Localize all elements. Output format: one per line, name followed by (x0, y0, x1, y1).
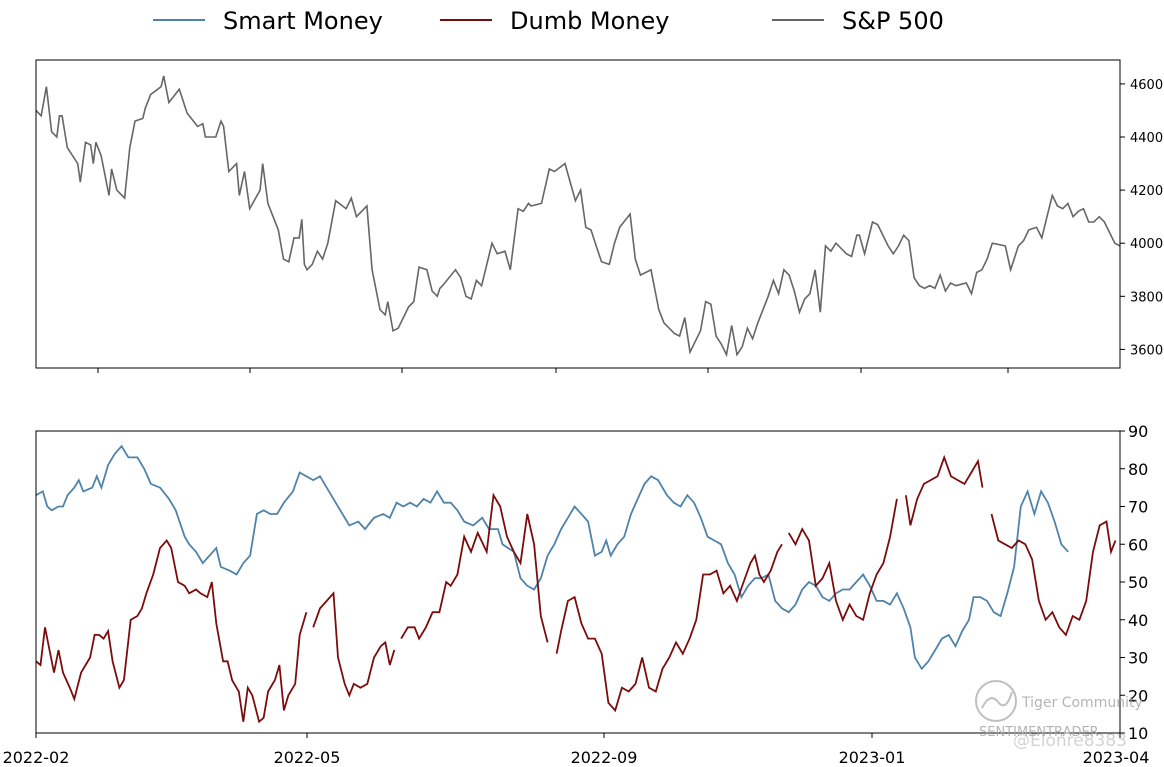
watermark-brand: SENTIMENTRADER (979, 725, 1099, 740)
sp500-series-line (35, 75, 1121, 358)
legend: Smart Money Dumb Money S&P 500 (153, 7, 944, 35)
bottom-y-tick-label: 20 (1128, 686, 1148, 705)
x-tick-label: 2022-09 (571, 748, 638, 767)
bottom-y-tick-label: 50 (1128, 573, 1148, 592)
dumb-money-series-line (400, 492, 549, 643)
dumb-money-series-line (990, 513, 1117, 637)
dumb-money-series-line (35, 538, 308, 724)
bottom-y-tick-label: 90 (1128, 422, 1148, 441)
top-panel: 3600 3800 4000 4200 4400 4600 (35, 59, 1163, 373)
watermark-handle: @Elonre8383 (1013, 731, 1127, 751)
bottom-y-tick-label: 40 (1128, 611, 1148, 630)
bottom-x-axis: 2022-02 2022-05 2022-09 2023-01 2023-04 (3, 733, 1150, 767)
top-plot-frame (35, 59, 1121, 369)
top-y-tick-label: 4000 (1130, 237, 1163, 252)
bottom-y-tick-label: 30 (1128, 649, 1148, 668)
dumb-money-series-line (905, 454, 984, 526)
bottom-plot-frame (35, 430, 1121, 734)
bottom-y-tick-label: 60 (1128, 535, 1148, 554)
watermark-community: Tiger Community (1021, 695, 1143, 711)
watermark: Tiger Community SENTIMENTRADER @Elonre83… (975, 680, 1143, 751)
x-tick-label: 2023-01 (839, 748, 906, 767)
sentimentrader-logo-icon (975, 680, 1017, 722)
top-x-axis (97, 368, 1009, 373)
legend-label-sp500: S&P 500 (842, 7, 944, 35)
x-tick-label: 2022-05 (274, 748, 341, 767)
bottom-panel: 10 20 30 40 50 60 70 80 90 2022-02 2022-05 2022-09… (3, 422, 1150, 767)
top-y-tick-label: 3600 (1130, 343, 1163, 358)
smart-money-series-line (35, 444, 1069, 671)
x-tick-label: 2023-04 (1083, 748, 1150, 767)
top-y-tick-label: 4600 (1130, 78, 1163, 93)
dumb-money-series-line (312, 591, 396, 698)
bottom-y-tick-label: 10 (1128, 724, 1148, 743)
dumb-money-series-line (555, 543, 783, 713)
dumb-money-series (35, 454, 1117, 724)
dumb-money-series-line (787, 498, 898, 623)
top-y-tick-label: 4200 (1130, 184, 1163, 199)
top-y-axis: 3600 3800 4000 4200 4400 4600 (1120, 78, 1163, 358)
bottom-y-tick-label: 80 (1128, 460, 1148, 479)
legend-label-smart-money: Smart Money (223, 7, 383, 35)
bottom-y-axis: 10 20 30 40 50 60 70 80 90 (1120, 422, 1148, 743)
top-y-tick-label: 4400 (1130, 131, 1163, 146)
legend-label-dumb-money: Dumb Money (510, 7, 670, 35)
top-y-tick-label: 3800 (1130, 290, 1163, 305)
x-tick-label: 2022-02 (3, 748, 70, 767)
bottom-y-tick-label: 70 (1128, 498, 1148, 517)
